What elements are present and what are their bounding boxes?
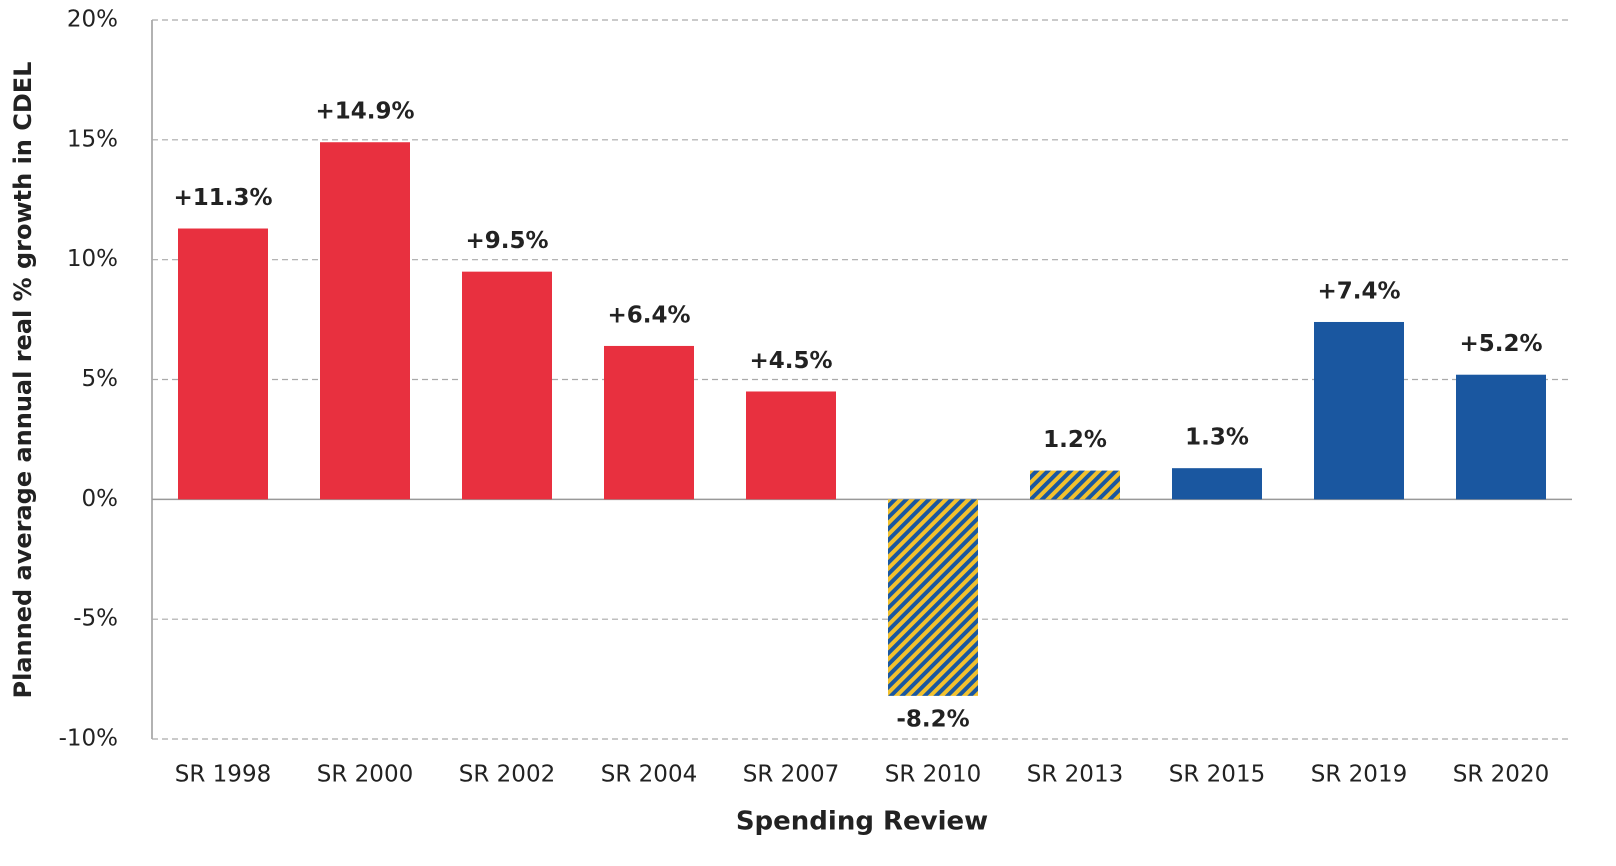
bar xyxy=(888,499,978,696)
x-tick-label: SR 2020 xyxy=(1453,762,1549,788)
y-tick-label: 10% xyxy=(67,246,118,272)
x-tick-label: SR 2007 xyxy=(743,762,839,788)
x-tick-label: SR 2004 xyxy=(601,762,697,788)
x-tick-label: SR 2015 xyxy=(1169,762,1265,788)
value-label: 1.3% xyxy=(1185,425,1249,451)
x-tick-label: SR 1998 xyxy=(175,762,271,788)
value-label: -8.2% xyxy=(896,706,969,732)
y-axis-label: Planned average annual real % growth in … xyxy=(9,62,37,699)
bar xyxy=(746,391,836,500)
bar xyxy=(1456,374,1546,500)
bar xyxy=(604,345,694,500)
value-label: +11.3% xyxy=(173,185,272,211)
y-tick-label: 5% xyxy=(82,366,119,392)
bar xyxy=(1172,468,1262,500)
value-label: +14.9% xyxy=(315,99,414,125)
y-tick-label: -10% xyxy=(59,726,118,752)
x-tick-label: SR 2013 xyxy=(1027,762,1123,788)
bar xyxy=(1314,321,1404,500)
value-label: 1.2% xyxy=(1043,427,1107,453)
bar xyxy=(462,271,552,500)
value-label: +5.2% xyxy=(1459,331,1542,357)
x-tick-label: SR 2010 xyxy=(885,762,981,788)
y-tick-label: 20% xyxy=(67,7,118,33)
bar xyxy=(178,228,268,500)
value-label: +9.5% xyxy=(465,228,548,254)
bar xyxy=(320,142,410,500)
y-tick-label: 0% xyxy=(82,486,119,512)
y-tick-label: 15% xyxy=(67,126,118,152)
value-label: +6.4% xyxy=(607,302,690,328)
x-tick-label: SR 2002 xyxy=(459,762,555,788)
x-tick-label: SR 2000 xyxy=(317,762,413,788)
value-label: +4.5% xyxy=(749,348,832,374)
value-label: +7.4% xyxy=(1317,278,1400,304)
y-tick-label: -5% xyxy=(73,606,118,632)
x-axis-label: Spending Review xyxy=(736,807,988,837)
bar xyxy=(1030,470,1120,500)
x-tick-label: SR 2019 xyxy=(1311,762,1407,788)
